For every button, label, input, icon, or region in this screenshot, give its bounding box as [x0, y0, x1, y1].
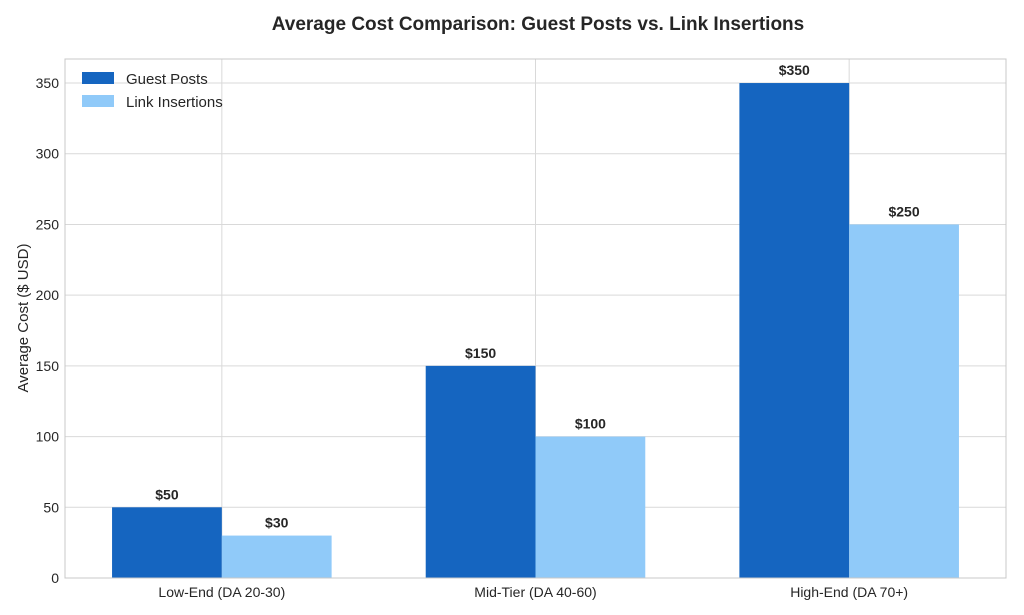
y-tick-label: 0 — [51, 570, 59, 586]
x-tick-label: Low-End (DA 20-30) — [158, 584, 285, 600]
y-axis-label: Average Cost ($ USD) — [15, 244, 32, 393]
data-label: $50 — [155, 486, 179, 502]
legend: Guest Posts Link Insertions — [82, 71, 223, 111]
y-tick-label: 150 — [36, 358, 60, 374]
legend-label: Guest Posts — [126, 71, 208, 88]
legend-label: Link Insertions — [126, 94, 223, 111]
data-label: $100 — [575, 416, 606, 432]
legend-swatch — [82, 72, 114, 84]
y-tick-labels: 0 50 100 150 200 250 300 350 — [36, 75, 60, 586]
y-tick-label: 200 — [36, 287, 60, 303]
data-label: $150 — [465, 345, 496, 361]
bar-guest-posts — [739, 83, 849, 578]
x-tick-labels: Low-End (DA 20-30) Mid-Tier (DA 40-60) Hig… — [158, 584, 908, 600]
data-label: $350 — [779, 62, 810, 78]
bar-link-insertions — [849, 224, 959, 578]
legend-swatch — [82, 95, 114, 107]
x-tick-label: High-End (DA 70+) — [790, 584, 908, 600]
data-label: $250 — [888, 203, 919, 219]
bar-link-insertions — [222, 536, 332, 578]
y-tick-label: 50 — [43, 499, 59, 515]
bar-guest-posts — [112, 507, 222, 578]
y-tick-label: 350 — [36, 75, 60, 91]
y-tick-label: 300 — [36, 146, 60, 162]
y-tick-label: 100 — [36, 429, 60, 445]
data-label: $30 — [265, 515, 289, 531]
bar-guest-posts — [426, 366, 536, 578]
y-tick-label: 250 — [36, 216, 60, 232]
x-tick-label: Mid-Tier (DA 40-60) — [474, 584, 596, 600]
bar-link-insertions — [536, 437, 646, 578]
chart-title: Average Cost Comparison: Guest Posts vs.… — [272, 14, 804, 35]
